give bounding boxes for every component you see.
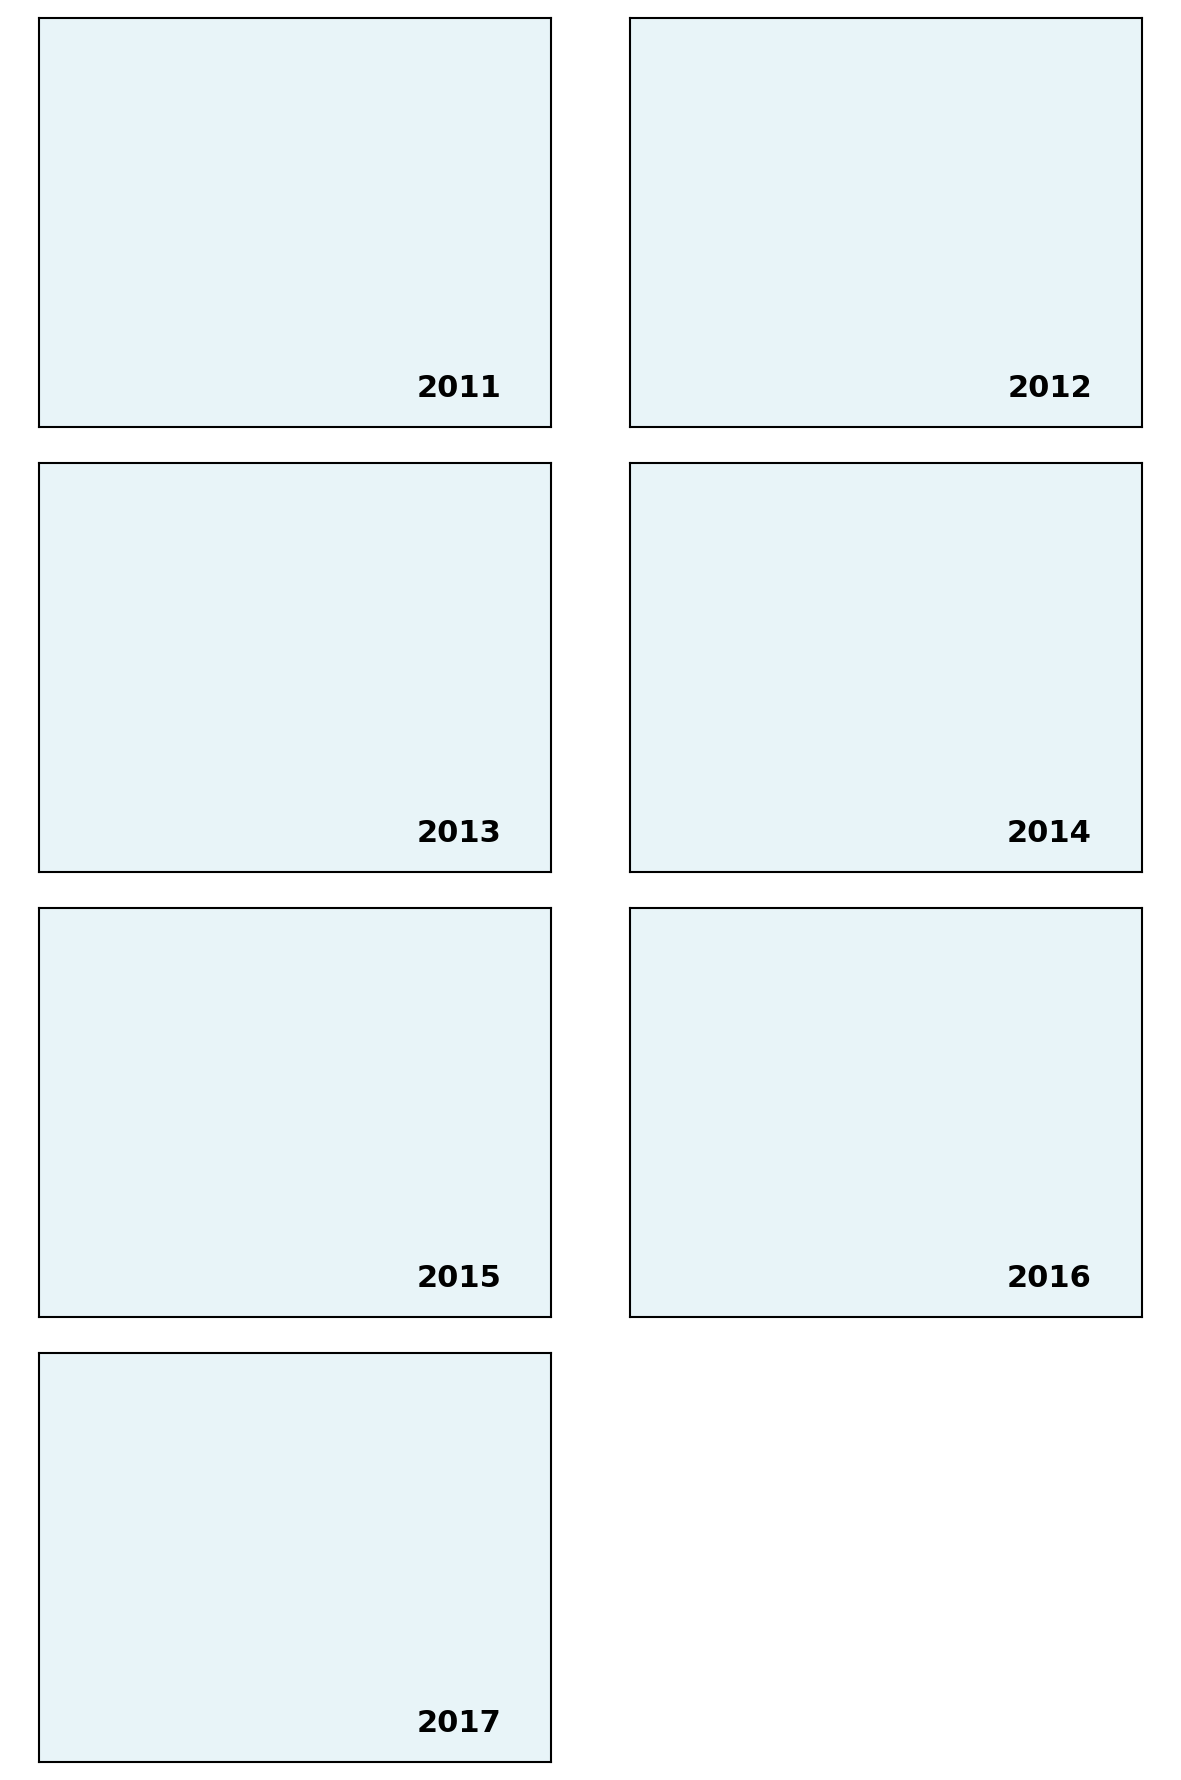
- Text: 2017: 2017: [417, 1709, 502, 1737]
- Text: 2015: 2015: [417, 1264, 502, 1292]
- Text: 2013: 2013: [417, 819, 502, 847]
- Text: 2012: 2012: [1007, 374, 1092, 402]
- Text: 2014: 2014: [1007, 819, 1092, 847]
- Text: 2016: 2016: [1007, 1264, 1092, 1292]
- Text: 2011: 2011: [417, 374, 502, 402]
